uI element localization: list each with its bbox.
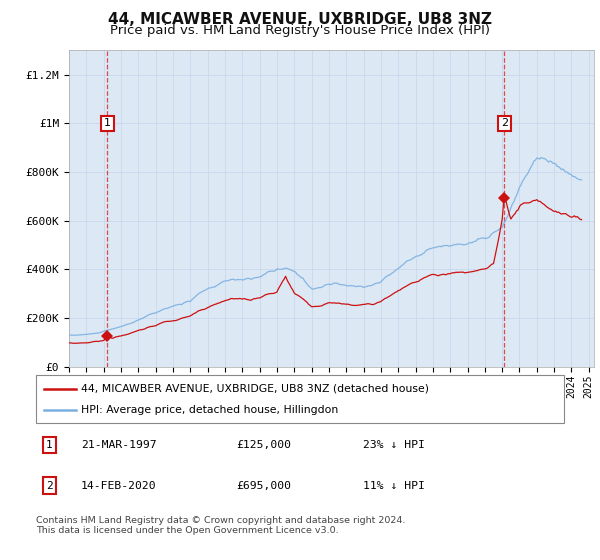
Text: Contains HM Land Registry data © Crown copyright and database right 2024.
This d: Contains HM Land Registry data © Crown c… xyxy=(36,516,406,535)
Text: 44, MICAWBER AVENUE, UXBRIDGE, UB8 3NZ (detached house): 44, MICAWBER AVENUE, UXBRIDGE, UB8 3NZ (… xyxy=(81,384,429,394)
Text: Price paid vs. HM Land Registry's House Price Index (HPI): Price paid vs. HM Land Registry's House … xyxy=(110,24,490,36)
FancyBboxPatch shape xyxy=(36,375,564,423)
Text: 1: 1 xyxy=(46,440,53,450)
Text: 14-FEB-2020: 14-FEB-2020 xyxy=(81,480,157,491)
Text: 11% ↓ HPI: 11% ↓ HPI xyxy=(364,480,425,491)
Text: £695,000: £695,000 xyxy=(236,480,292,491)
Text: 23% ↓ HPI: 23% ↓ HPI xyxy=(364,440,425,450)
Text: 21-MAR-1997: 21-MAR-1997 xyxy=(81,440,157,450)
Text: 2: 2 xyxy=(500,118,508,128)
Text: 2: 2 xyxy=(46,480,53,491)
Text: HPI: Average price, detached house, Hillingdon: HPI: Average price, detached house, Hill… xyxy=(81,405,338,416)
Text: 44, MICAWBER AVENUE, UXBRIDGE, UB8 3NZ: 44, MICAWBER AVENUE, UXBRIDGE, UB8 3NZ xyxy=(108,12,492,27)
Text: £125,000: £125,000 xyxy=(236,440,292,450)
Text: 1: 1 xyxy=(104,118,111,128)
